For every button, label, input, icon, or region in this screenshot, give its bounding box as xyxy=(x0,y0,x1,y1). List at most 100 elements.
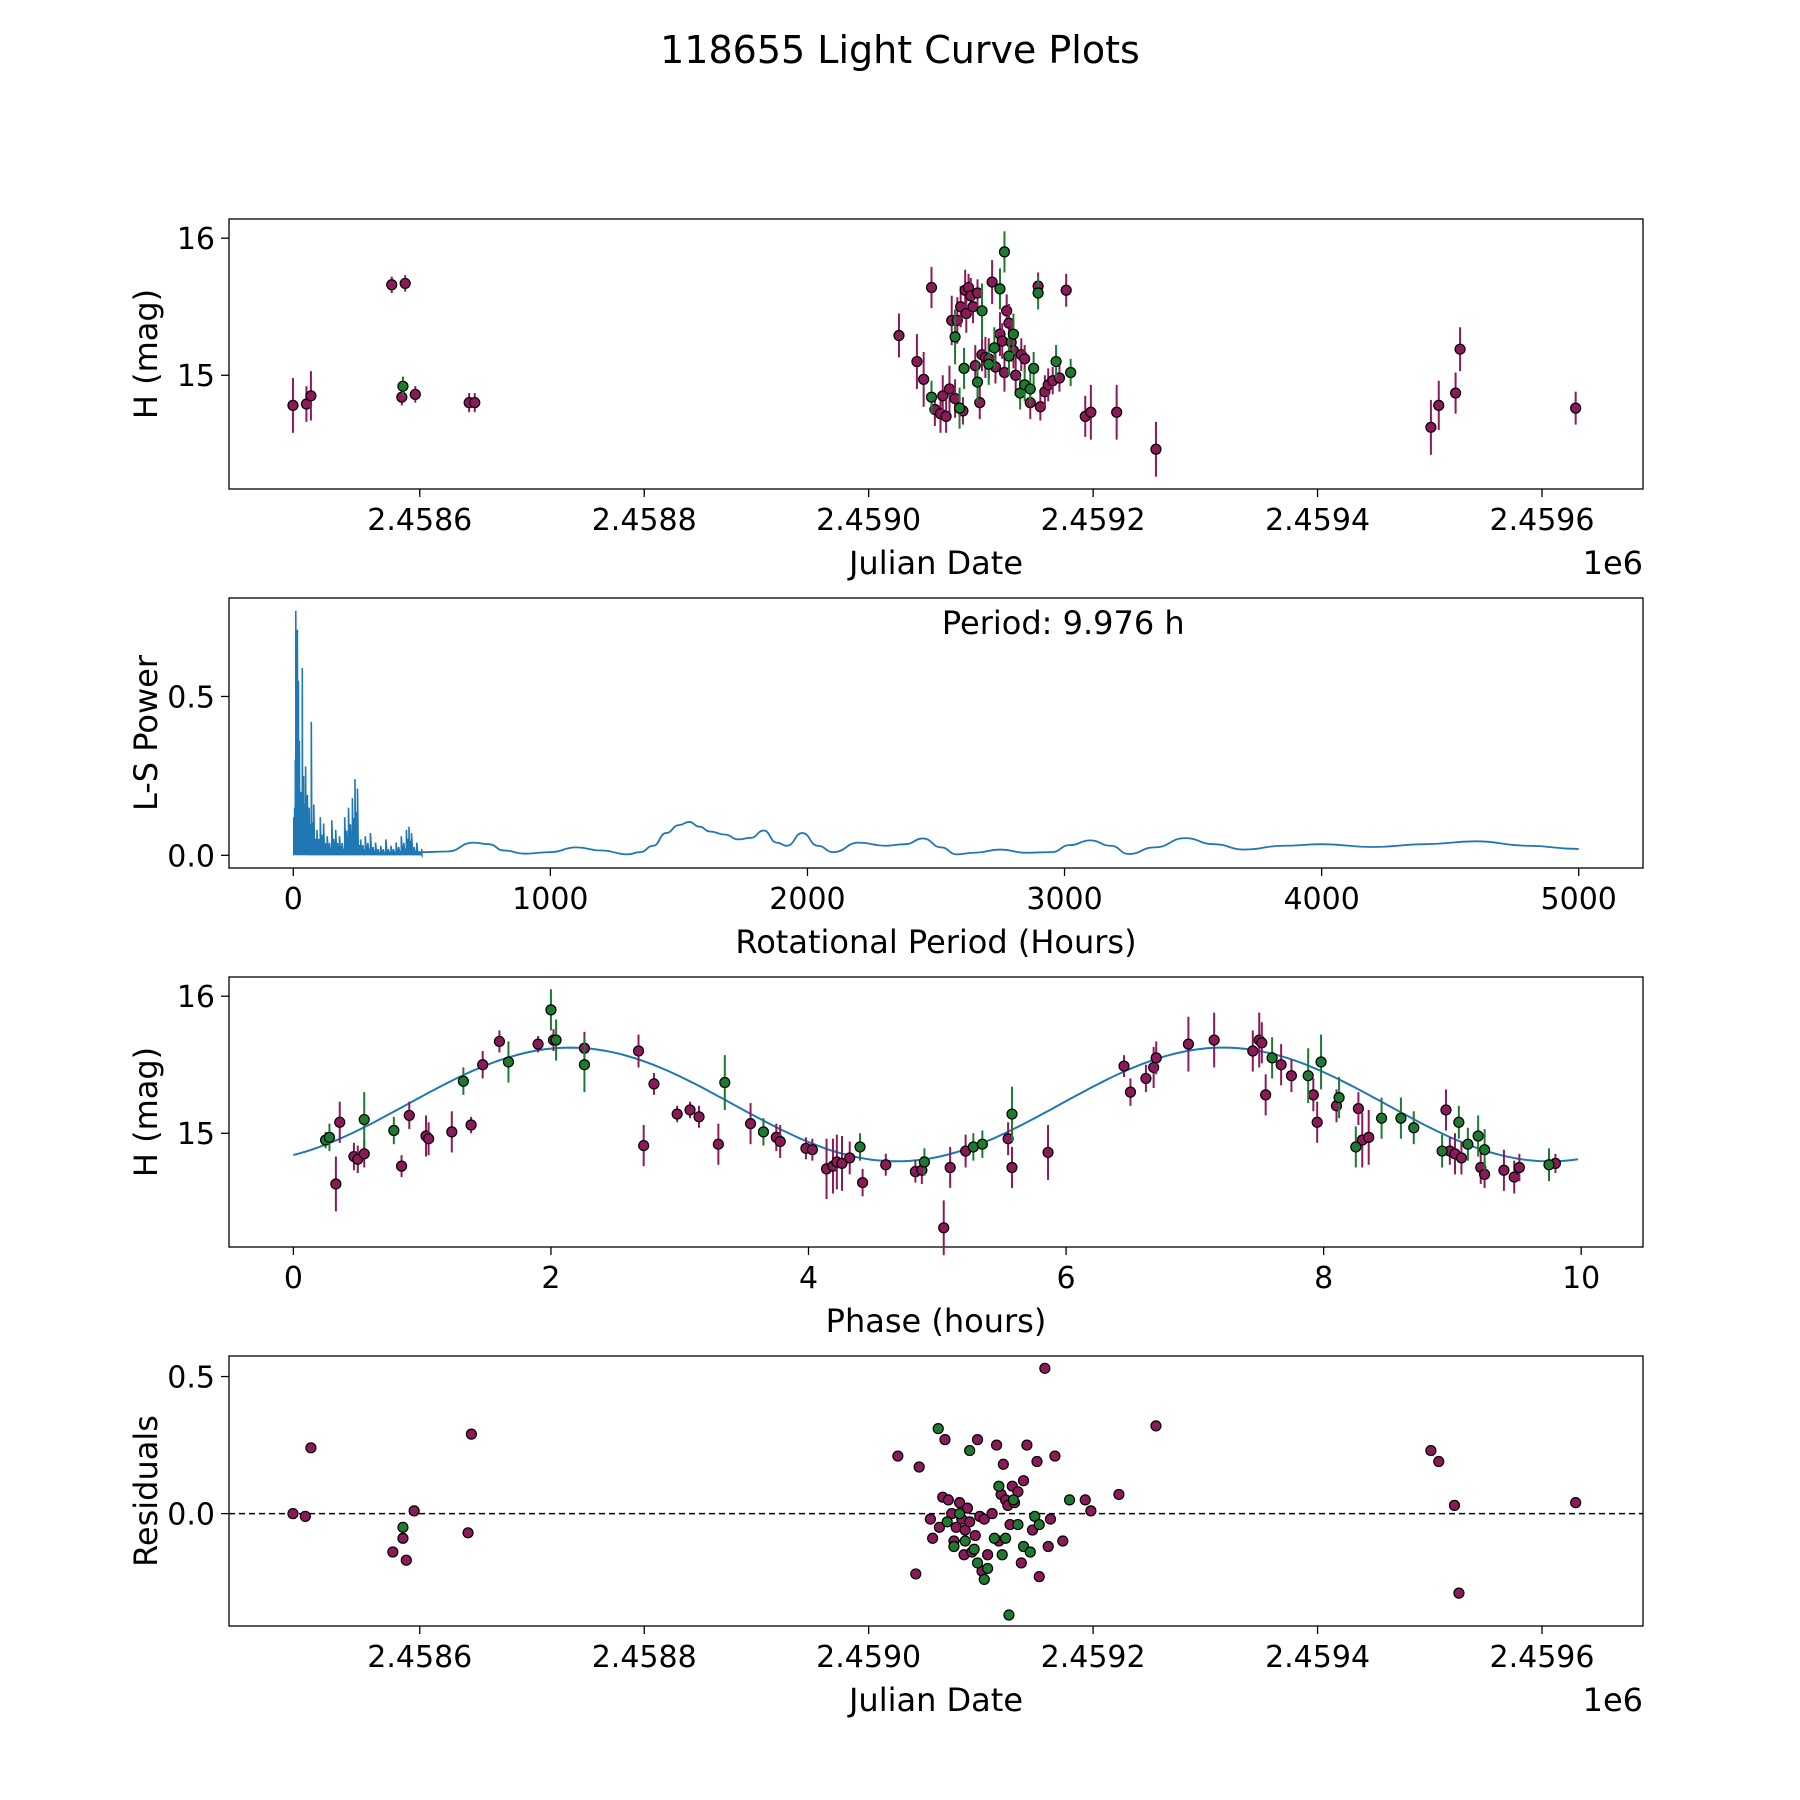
data-point-primary xyxy=(974,397,986,409)
data-point-secondary xyxy=(941,1516,953,1528)
data-point-primary xyxy=(1208,1034,1220,1046)
data-point-secondary xyxy=(948,1540,960,1553)
data-point-primary xyxy=(856,1176,869,1189)
data-point-primary xyxy=(1113,1488,1125,1501)
data-point-primary xyxy=(1307,1089,1319,1101)
data-point-primary xyxy=(632,1045,645,1057)
data-point-primary xyxy=(1010,369,1022,381)
data-point-secondary xyxy=(502,1056,515,1068)
x-axis-label: Rotational Period (Hours) xyxy=(735,923,1136,961)
data-point-primary xyxy=(927,1532,939,1544)
data-point-primary xyxy=(334,1116,346,1128)
data-point-secondary xyxy=(958,362,970,374)
data-point-primary xyxy=(386,279,398,291)
data-point-secondary xyxy=(994,283,1006,295)
y-axis-label: L-S Power xyxy=(127,654,165,811)
data-point-primary xyxy=(532,1038,544,1050)
data-point-primary xyxy=(462,1527,474,1539)
data-point-primary xyxy=(1285,1070,1298,1082)
data-point-primary xyxy=(1454,343,1466,355)
data-point-primary xyxy=(1508,1171,1520,1183)
data-point-primary xyxy=(924,1513,936,1525)
x-tick-label: 3000 xyxy=(1026,882,1102,917)
data-point-secondary xyxy=(1033,1518,1045,1531)
data-point-secondary xyxy=(1032,287,1044,299)
data-point-primary xyxy=(305,1442,317,1454)
data-point-secondary xyxy=(757,1126,770,1138)
data-point-primary xyxy=(1433,399,1445,411)
x-tick-label: 2.4592 xyxy=(1041,1640,1146,1675)
data-point-secondary xyxy=(999,1532,1012,1544)
data-point-primary xyxy=(1044,1513,1057,1525)
data-point-primary xyxy=(880,1159,892,1171)
data-point-primary xyxy=(712,1138,724,1150)
x-tick-label: 10 xyxy=(1562,1261,1600,1296)
data-point-primary xyxy=(465,1119,477,1131)
x-tick-label: 2.4594 xyxy=(1265,503,1370,538)
data-point-primary xyxy=(1455,1152,1468,1164)
data-point-primary xyxy=(1017,1475,1030,1487)
data-point-primary xyxy=(1006,1161,1018,1174)
x-tick-label: 0 xyxy=(284,1261,303,1296)
data-point-primary xyxy=(986,1508,998,1520)
y-tick-label: 16 xyxy=(177,980,215,1015)
data-point-primary xyxy=(1085,1505,1097,1517)
x-axis-label: Julian Date xyxy=(847,1681,1023,1719)
x-tick-label: 2.4588 xyxy=(592,503,697,538)
data-point-secondary xyxy=(953,1508,966,1520)
y-axis-label: H (mag) xyxy=(127,289,165,419)
periodogram-plot xyxy=(221,597,1644,876)
data-point-secondary xyxy=(976,305,988,317)
data-point-primary xyxy=(287,399,299,411)
data-point-primary xyxy=(1049,1450,1061,1462)
data-point-primary xyxy=(1060,284,1072,296)
data-point-secondary xyxy=(932,1423,944,1435)
periodogram-spikes xyxy=(293,610,423,859)
x-tick-label: 2.4596 xyxy=(1490,1640,1595,1675)
data-point-primary xyxy=(939,1434,951,1446)
y-axis-label: H (mag) xyxy=(127,1047,165,1177)
data-point-primary xyxy=(493,1035,506,1048)
data-point-primary xyxy=(358,1148,370,1160)
data-point-primary xyxy=(1449,387,1462,399)
data-point-secondary xyxy=(1333,1092,1345,1104)
x-tick-label: 2000 xyxy=(769,882,845,917)
data-point-secondary xyxy=(719,1076,731,1089)
data-point-primary xyxy=(1118,1060,1130,1072)
data-point-primary xyxy=(287,1508,299,1520)
data-point-primary xyxy=(693,1111,705,1123)
periodogram-line xyxy=(421,821,1579,856)
data-point-primary xyxy=(1498,1164,1510,1176)
data-point-primary xyxy=(969,1529,981,1542)
data-point-primary xyxy=(1260,1089,1272,1101)
data-point-secondary xyxy=(1266,1052,1278,1064)
data-point-primary xyxy=(1124,1086,1137,1098)
x-tick-label: 2.4590 xyxy=(816,1640,921,1675)
data-point-secondary xyxy=(397,1521,409,1533)
data-point-primary xyxy=(913,1461,925,1473)
data-point-primary xyxy=(671,1108,683,1120)
data-point-primary xyxy=(938,1222,950,1234)
data-point-primary xyxy=(1570,1497,1582,1509)
data-point-secondary xyxy=(550,1034,562,1046)
data-point-primary xyxy=(969,360,981,372)
data-point-primary xyxy=(892,1450,904,1462)
data-point-secondary xyxy=(982,1562,994,1575)
x-offset-label: 1e6 xyxy=(1583,1681,1643,1719)
phase-fold-plot xyxy=(221,976,1644,1256)
data-point-primary xyxy=(1140,1072,1152,1085)
data-point-primary xyxy=(943,383,956,395)
data-point-secondary xyxy=(1472,1130,1484,1142)
data-point-primary xyxy=(990,1439,1003,1451)
data-point-secondary xyxy=(918,1156,931,1168)
data-point-secondary xyxy=(1350,1141,1362,1153)
data-point-primary xyxy=(964,1516,976,1528)
data-point-primary xyxy=(1057,1535,1069,1547)
x-tick-label: 1000 xyxy=(512,882,588,917)
data-point-primary xyxy=(396,391,408,403)
data-point-primary xyxy=(1042,1146,1054,1159)
data-point-primary xyxy=(942,1494,954,1506)
data-point-primary xyxy=(1311,1116,1323,1128)
data-point-primary xyxy=(403,1109,415,1122)
data-point-secondary xyxy=(949,331,961,343)
